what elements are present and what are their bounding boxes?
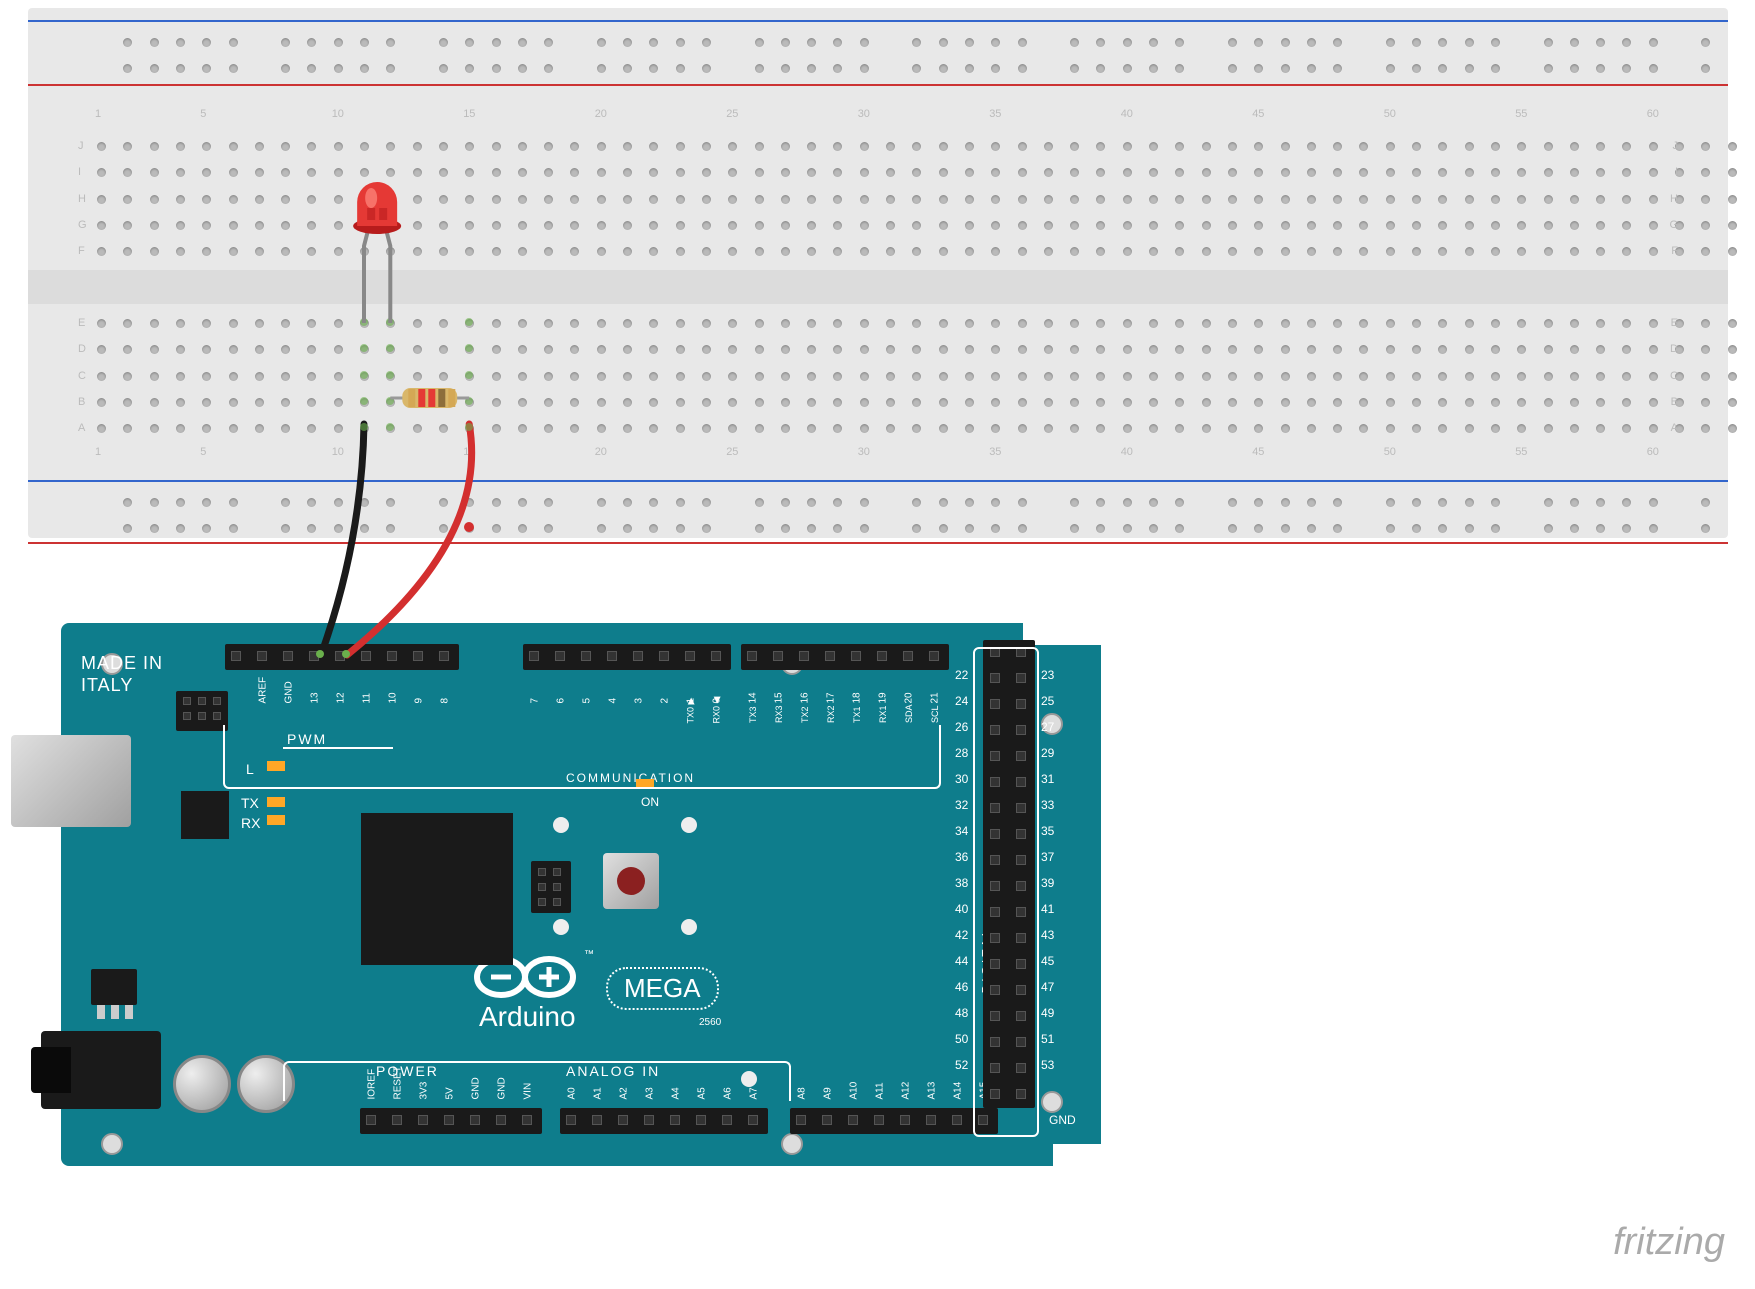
fritzing-watermark: fritzing xyxy=(1613,1221,1725,1264)
breadboard: 1155101015152020252530303535404045455050… xyxy=(28,8,1728,538)
arduino-mega: MADE INITALYLTXRXONPWMCOMMUNICATIONPOWER… xyxy=(61,623,1101,1166)
diagram-canvas: 1155101015152020252530303535404045455050… xyxy=(0,0,1755,1284)
